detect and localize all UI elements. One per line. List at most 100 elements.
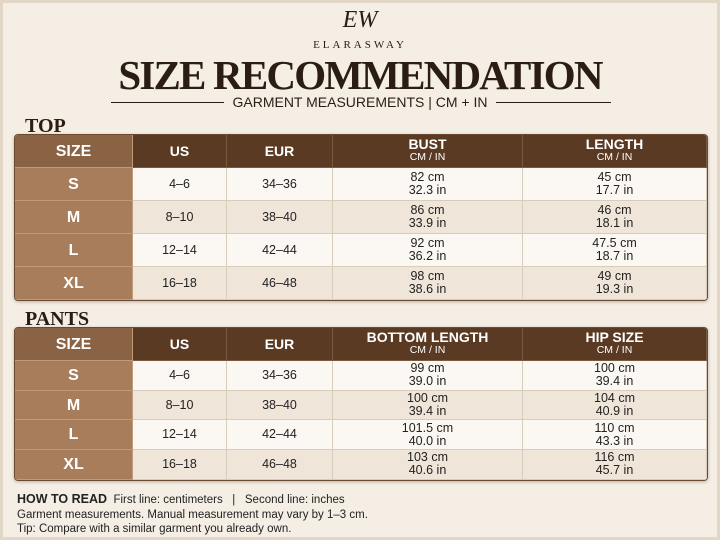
table-cell: 4–6	[133, 168, 227, 201]
cell-text: 38–40	[262, 397, 297, 412]
header-cell: US	[133, 135, 227, 168]
measurement: 110 cm	[594, 420, 635, 435]
footer-tip: Tip: Compare with a similar garment you …	[17, 523, 292, 535]
measurement: 104 cm	[594, 391, 635, 406]
measurement: 32.3 in	[408, 183, 447, 197]
measurement: 46 cm	[597, 203, 632, 217]
table-cell: 110 cm 43.3 in	[523, 420, 707, 451]
header-label: SIZE	[55, 335, 92, 353]
header-label: BOTTOM LENGTH	[366, 329, 489, 345]
table-cell: 4–6	[133, 361, 227, 391]
header-label: SIZE	[55, 142, 92, 160]
footer-line: HOW TO READ First line: centimeters | Se…	[17, 492, 368, 508]
measurement: 99 cm	[410, 361, 445, 376]
table-cell: 16–18	[133, 267, 227, 300]
cell-text: 34–36	[262, 367, 297, 382]
table-cell: 38–40	[227, 201, 333, 234]
table-cell: 46–48	[227, 450, 333, 480]
measurement: 103 cm	[407, 450, 448, 465]
table-cell: 100 cm 39.4 in	[333, 390, 523, 421]
table-cell: 46 cm 18.1 in	[523, 201, 707, 234]
measurement: 45.7 in	[595, 463, 634, 478]
table-cell: 42–44	[227, 234, 333, 267]
measurement: 39.0 in	[408, 374, 447, 389]
table-cell: 45 cm 17.7 in	[523, 168, 707, 201]
header-cell: EUR	[227, 328, 333, 361]
table-cell: 98 cm 38.6 in	[333, 267, 523, 300]
header-label: BUST	[408, 136, 447, 152]
measurement: 43.3 in	[595, 433, 634, 448]
header-label: EUR	[264, 335, 295, 352]
measurement: 100 cm	[407, 391, 448, 406]
table-cell: 99 cm 39.0 in	[333, 361, 523, 391]
table-cell: 34–36	[227, 168, 333, 201]
subtitle-wrap: GARMENT MEASUREMENTS | CM + IN	[3, 94, 717, 110]
header-cell: US	[133, 328, 227, 361]
table-cell: 12–14	[133, 420, 227, 451]
header-unit: CM / IN	[596, 344, 633, 356]
header-cell: HIP SIZE CM / IN	[523, 328, 707, 361]
measurement: 36.2 in	[408, 249, 447, 263]
measurement: 47.5 cm	[592, 236, 637, 250]
measurement: 38.6 in	[408, 282, 447, 296]
measurement: 116 cm	[594, 450, 635, 465]
section-title: TOP	[25, 115, 66, 137]
measurement: 40.6 in	[408, 463, 447, 478]
header-cell: LENGTH CM / IN	[523, 135, 707, 168]
measurement: 39.4 in	[408, 404, 447, 419]
measurement: 82 cm	[410, 170, 445, 184]
cell-text: 4–6	[169, 176, 190, 191]
table-cell: 103 cm 40.6 in	[333, 450, 523, 480]
header-cell: SIZE	[15, 328, 133, 361]
header-label: LENGTH	[585, 136, 644, 152]
footer: HOW TO READ First line: centimeters | Se…	[17, 492, 368, 537]
size-cell: S	[15, 168, 133, 201]
table-cell: 101.5 cm 40.0 in	[333, 420, 523, 451]
measurement: 18.7 in	[595, 249, 634, 263]
table-cell: 34–36	[227, 361, 333, 391]
measurement: 19.3 in	[595, 282, 634, 296]
table-cell: 47.5 cm 18.7 in	[523, 234, 707, 267]
header-label: HIP SIZE	[585, 329, 644, 345]
table-cell: 12–14	[133, 234, 227, 267]
footer-heading: HOW TO READ	[17, 492, 108, 506]
measurement: 39.4 in	[595, 374, 634, 389]
table-cell: 100 cm 39.4 in	[523, 361, 707, 391]
measurement: 17.7 in	[595, 183, 634, 197]
measurement: 101.5 cm	[401, 420, 454, 435]
cell-text: 46–48	[262, 275, 297, 290]
size-table: SIZE US EUR BUST CM / IN LENGTH CM / IN S 4–6 34–…	[14, 134, 708, 301]
cell-text: 34–36	[262, 176, 297, 191]
cell-text: 42–44	[262, 242, 297, 257]
size-cell: S	[15, 361, 133, 391]
section-title: PANTS	[25, 308, 90, 330]
footer-legend: First line: centimeters | Second line: i…	[113, 494, 345, 506]
measurement: 98 cm	[410, 269, 445, 283]
cell-text: 8–10	[165, 209, 194, 224]
cell-text: 8–10	[165, 397, 194, 412]
size-cell: M	[15, 201, 133, 234]
size-cell: XL	[15, 450, 133, 480]
footer-note: Garment measurements. Manual measurement…	[17, 508, 368, 521]
table-cell: 86 cm 33.9 in	[333, 201, 523, 234]
header-unit: CM / IN	[596, 151, 633, 163]
cell-text: 4–6	[169, 367, 190, 382]
brand-name: ELARASWAY	[313, 39, 407, 51]
table-cell: 92 cm 36.2 in	[333, 234, 523, 267]
size-cell: XL	[15, 267, 133, 300]
measurement: 86 cm	[410, 203, 445, 217]
header-unit: CM / IN	[409, 151, 446, 163]
table-cell: 8–10	[133, 201, 227, 234]
table-cell: 46–48	[227, 267, 333, 300]
size-cell: M	[15, 390, 133, 421]
header-cell: BUST CM / IN	[333, 135, 523, 168]
table-cell: 8–10	[133, 390, 227, 421]
table-cell: 42–44	[227, 420, 333, 451]
header-label: US	[169, 142, 190, 159]
measurement: 40.0 in	[408, 433, 447, 448]
header-cell: EUR	[227, 135, 333, 168]
table-cell: 104 cm 40.9 in	[523, 390, 707, 421]
table-cell: 38–40	[227, 390, 333, 421]
measurement: 100 cm	[594, 361, 635, 376]
subtitle: GARMENT MEASUREMENTS | CM + IN	[224, 94, 496, 110]
